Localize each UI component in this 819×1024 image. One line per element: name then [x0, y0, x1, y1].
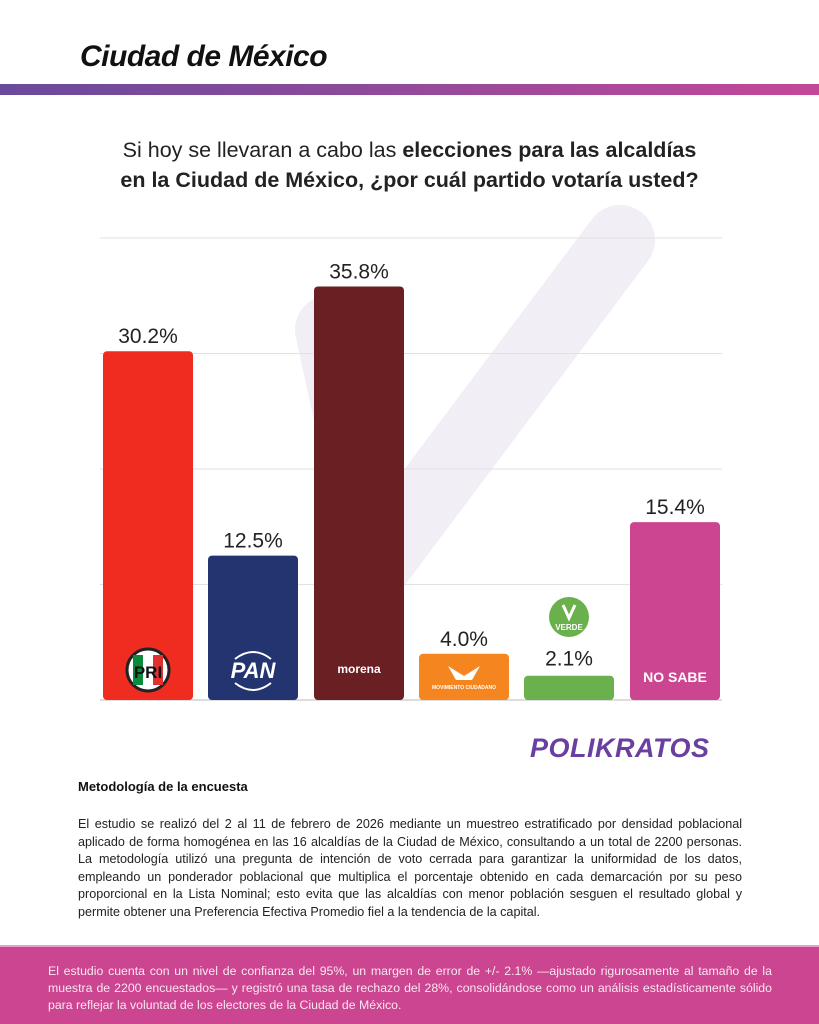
- gradient-divider: [0, 84, 819, 95]
- svg-text:morena: morena: [337, 662, 381, 676]
- party-logo-5: NO SABE: [643, 669, 707, 685]
- bar-chart: 30.2% PRI 12.5% PAN 35.8% morena 4.0% MOVIMIENT…: [100, 205, 722, 701]
- methodology-text: El estudio se realizó del 2 al 11 de feb…: [78, 817, 742, 919]
- question-bold-2: en la Ciudad de México, ¿por cuál partid…: [120, 168, 699, 192]
- party-logo-1: PAN: [231, 651, 277, 691]
- svg-text:NO SABE: NO SABE: [643, 669, 707, 685]
- question-bold-1: elecciones para las alcaldías: [402, 138, 697, 162]
- svg-text:VERDE: VERDE: [555, 623, 583, 632]
- footer-band: El estudio cuenta con un nivel de confia…: [0, 945, 819, 1024]
- svg-text:PRI: PRI: [134, 663, 162, 682]
- data-label: 4.0%: [440, 628, 488, 651]
- party-logo-2: morena: [337, 662, 381, 676]
- page-title: Ciudad de México: [80, 40, 328, 73]
- bar-pan: [208, 555, 298, 700]
- bar-pri: [103, 351, 193, 700]
- data-label: 2.1%: [545, 648, 593, 671]
- svg-text:PAN: PAN: [231, 658, 277, 683]
- bar-morena: [314, 286, 404, 700]
- data-label: 12.5%: [223, 530, 283, 553]
- party-logo-4: VERDE: [549, 597, 589, 637]
- data-label: 30.2%: [118, 325, 178, 348]
- bar-verde: [524, 675, 614, 700]
- question-normal: Si hoy se llevaran a cabo las: [122, 138, 403, 162]
- party-logo-3: MOVIMIENTO CIUDADANO: [432, 666, 496, 691]
- polikratos-logo: POLIKRATOS: [530, 733, 710, 763]
- svg-text:MOVIMIENTO CIUDADANO: MOVIMIENTO CIUDADANO: [432, 685, 496, 691]
- footer-text: El estudio cuenta con un nivel de confia…: [48, 964, 772, 1012]
- party-logo-0: PRI: [125, 647, 171, 693]
- chart-question: Si hoy se llevaran a cabo las elecciones…: [0, 135, 819, 195]
- data-label: 35.8%: [329, 261, 389, 284]
- data-label: 15.4%: [645, 496, 705, 519]
- methodology-title: Metodología de la encuesta: [78, 779, 248, 794]
- bar-no-sabe: [630, 522, 720, 700]
